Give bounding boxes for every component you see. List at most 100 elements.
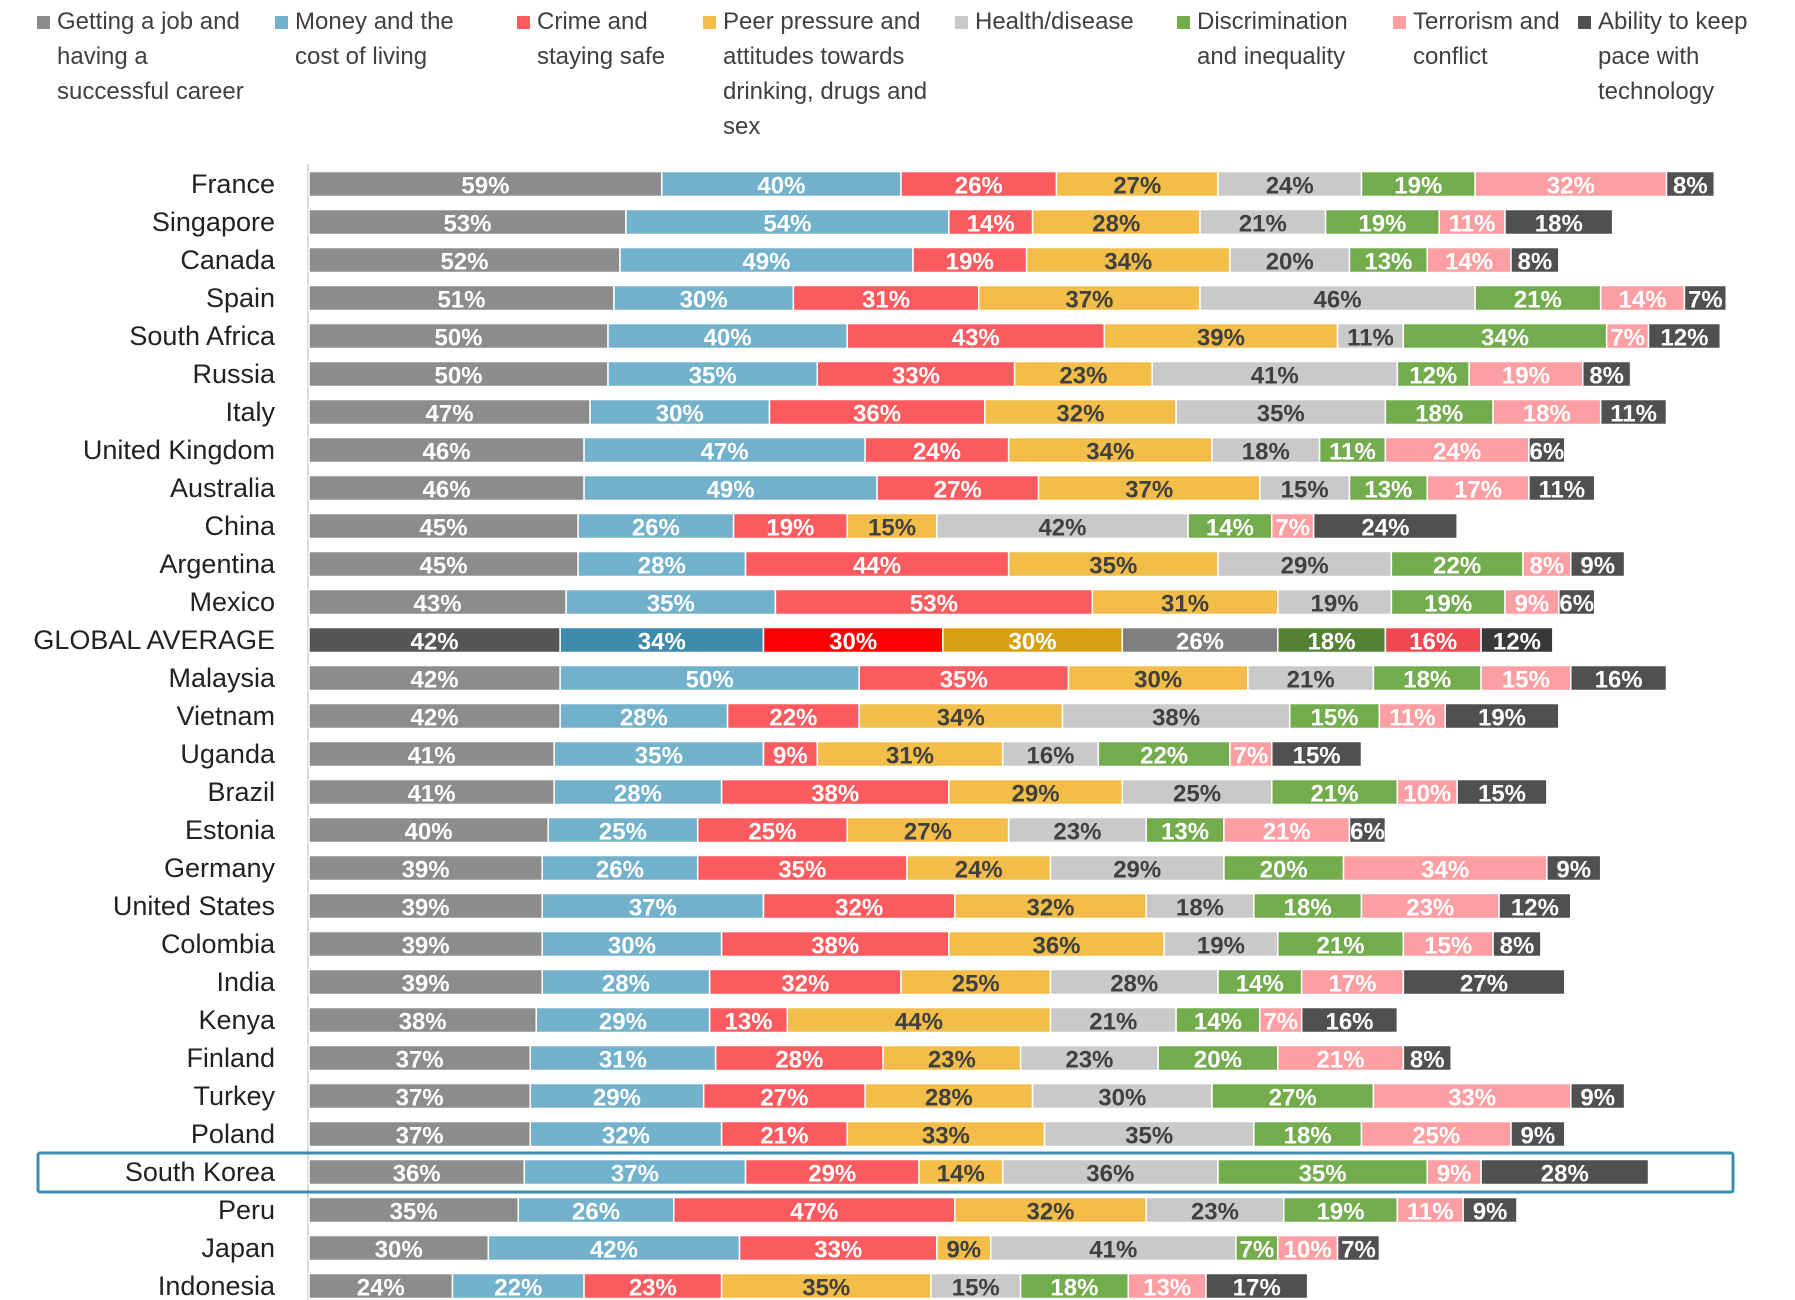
value-label: 32%	[1026, 894, 1074, 921]
value-label: 10%	[1403, 780, 1451, 807]
value-label: 18%	[1308, 628, 1356, 655]
value-label: 27%	[1269, 1084, 1317, 1111]
category-label: GLOBAL AVERAGE	[33, 625, 275, 655]
value-label: 51%	[437, 286, 485, 313]
value-label: 34%	[1104, 248, 1152, 275]
value-label: 9%	[1556, 856, 1591, 883]
value-label: 35%	[390, 1198, 438, 1225]
value-label: 25%	[1173, 780, 1221, 807]
value-label: 15%	[1293, 742, 1341, 769]
value-label: 38%	[399, 1008, 447, 1035]
value-label: 23%	[629, 1274, 677, 1300]
value-label: 35%	[778, 856, 826, 883]
value-label: 25%	[1412, 1122, 1460, 1149]
value-label: 41%	[1251, 362, 1299, 389]
value-label: 33%	[922, 1122, 970, 1149]
value-label: 37%	[611, 1160, 659, 1187]
category-label: South Korea	[125, 1157, 276, 1187]
value-label: 13%	[1364, 476, 1412, 503]
value-label: 34%	[1421, 856, 1469, 883]
value-label: 30%	[1098, 1084, 1146, 1111]
value-label: 21%	[1514, 286, 1562, 313]
value-label: 39%	[1197, 324, 1245, 351]
category-label: Indonesia	[158, 1271, 276, 1300]
value-label: 53%	[910, 590, 958, 617]
value-label: 50%	[434, 324, 482, 351]
value-label: 6%	[1530, 438, 1565, 465]
value-label: 7%	[1239, 1236, 1274, 1263]
value-label: 24%	[955, 856, 1003, 883]
value-label: 37%	[629, 894, 677, 921]
category-label: United Kingdom	[83, 435, 275, 465]
value-label: 16%	[1595, 666, 1643, 693]
category-label: Estonia	[185, 815, 276, 845]
value-label: 17%	[1233, 1274, 1281, 1300]
value-label: 35%	[940, 666, 988, 693]
value-label: 16%	[1325, 1008, 1373, 1035]
value-label: 11%	[1347, 324, 1394, 351]
value-label: 11%	[1610, 400, 1657, 427]
value-label: 37%	[1065, 286, 1113, 313]
value-label: 12%	[1511, 894, 1559, 921]
value-label: 14%	[1445, 248, 1493, 275]
value-label: 19%	[1311, 590, 1359, 617]
value-label: 17%	[1454, 476, 1502, 503]
value-label: 9%	[1473, 1198, 1508, 1225]
value-label: 11%	[1389, 704, 1436, 731]
value-label: 59%	[461, 172, 509, 199]
category-label: Colombia	[161, 929, 276, 959]
value-label: 19%	[1317, 1198, 1365, 1225]
value-label: 32%	[1026, 1198, 1074, 1225]
value-label: 8%	[1589, 362, 1624, 389]
value-label: 18%	[1050, 1274, 1098, 1300]
value-label: 38%	[1152, 704, 1200, 731]
value-label: 19%	[1502, 362, 1550, 389]
value-label: 30%	[680, 286, 728, 313]
value-label: 7%	[1275, 514, 1310, 541]
value-label: 31%	[862, 286, 910, 313]
category-label: Canada	[180, 245, 276, 275]
value-label: 18%	[1523, 400, 1571, 427]
value-label: 32%	[1056, 400, 1104, 427]
value-label: 18%	[1415, 400, 1463, 427]
value-label: 9%	[1521, 1122, 1556, 1149]
value-label: 26%	[596, 856, 644, 883]
value-label: 17%	[1328, 970, 1376, 997]
value-label: 34%	[1481, 324, 1529, 351]
value-label: 14%	[937, 1160, 985, 1187]
value-label: 35%	[647, 590, 695, 617]
value-label: 19%	[766, 514, 814, 541]
value-label: 28%	[1092, 210, 1140, 237]
value-label: 23%	[1053, 818, 1101, 845]
value-label: 15%	[1311, 704, 1359, 731]
value-label: 20%	[1260, 856, 1308, 883]
value-label: 8%	[1518, 248, 1553, 275]
value-label: 53%	[443, 210, 491, 237]
value-label: 46%	[423, 438, 471, 465]
value-label: 25%	[599, 818, 647, 845]
value-label: 8%	[1530, 552, 1565, 579]
value-label: 28%	[1541, 1160, 1589, 1187]
value-label: 38%	[811, 780, 859, 807]
value-label: 32%	[835, 894, 883, 921]
value-label: 32%	[1547, 172, 1595, 199]
value-label: 9%	[1580, 1084, 1615, 1111]
value-label: 9%	[773, 742, 808, 769]
value-label: 27%	[904, 818, 952, 845]
category-label: Malaysia	[168, 663, 276, 693]
value-label: 32%	[602, 1122, 650, 1149]
value-label: 23%	[1191, 1198, 1239, 1225]
value-label: 34%	[638, 628, 686, 655]
value-label: 14%	[1236, 970, 1284, 997]
value-label: 36%	[1032, 932, 1080, 959]
category-label: France	[191, 169, 275, 199]
value-label: 30%	[608, 932, 656, 959]
value-label: 30%	[1134, 666, 1182, 693]
value-label: 14%	[1194, 1008, 1242, 1035]
value-label: 29%	[593, 1084, 641, 1111]
value-label: 31%	[599, 1046, 647, 1073]
value-label: 8%	[1673, 172, 1708, 199]
value-label: 35%	[1089, 552, 1137, 579]
value-label: 35%	[635, 742, 683, 769]
value-label: 29%	[599, 1008, 647, 1035]
